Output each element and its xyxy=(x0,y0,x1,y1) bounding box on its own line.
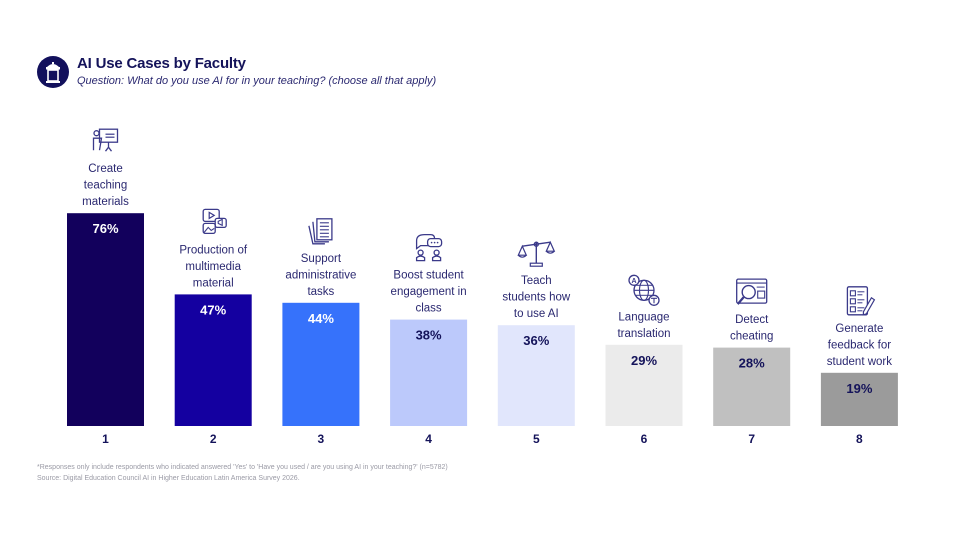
category-label: students how xyxy=(502,292,570,304)
category-label: to use AI xyxy=(514,308,559,320)
category-label: Language xyxy=(618,311,669,323)
category-label: Generate xyxy=(835,323,883,335)
category-label: teaching xyxy=(84,180,127,192)
magnifier-screen-icon xyxy=(736,278,768,305)
checklist-pen-icon xyxy=(846,286,876,316)
x-tick-label: 8 xyxy=(856,432,863,446)
globe-translate-icon: A xyxy=(628,274,660,306)
bar-7 xyxy=(713,347,791,426)
category-label: Boost student xyxy=(393,270,464,282)
bar-4 xyxy=(390,319,468,426)
value-label: 29% xyxy=(631,353,657,368)
bar-1 xyxy=(67,213,144,426)
presentation-icon xyxy=(92,128,119,152)
category-label: tasks xyxy=(307,286,334,298)
bar-8 xyxy=(820,372,898,426)
category-label: Create xyxy=(88,163,123,175)
bar-5 xyxy=(497,325,575,426)
category-label: feedback for xyxy=(828,339,891,351)
category-label: Support xyxy=(301,253,342,265)
category-label: cheating xyxy=(730,331,773,343)
bar-6 xyxy=(605,344,683,426)
value-label: 38% xyxy=(416,328,442,343)
chat-people-icon xyxy=(415,233,443,262)
category-label: materials xyxy=(82,196,129,208)
podium-logo-icon xyxy=(37,56,69,88)
x-tick-label: 7 xyxy=(748,432,755,446)
category-label: translation xyxy=(617,328,670,340)
x-tick-label: 3 xyxy=(318,432,325,446)
x-tick-label: 6 xyxy=(641,432,648,446)
value-label: 28% xyxy=(739,356,765,371)
bar-3 xyxy=(282,302,360,426)
value-label: 44% xyxy=(308,311,334,326)
category-label: material xyxy=(193,277,234,289)
value-label: 76% xyxy=(92,221,118,236)
scales-icon xyxy=(517,240,556,267)
value-label: 19% xyxy=(846,381,872,396)
source-note: Source: Digital Education Council AI in … xyxy=(37,475,300,482)
multimedia-icon xyxy=(202,208,227,235)
x-tick-label: 2 xyxy=(210,432,217,446)
value-label: 47% xyxy=(200,302,226,317)
chart-title: AI Use Cases by Faculty xyxy=(77,55,246,72)
category-label: class xyxy=(415,303,441,315)
svg-text:A: A xyxy=(631,278,636,285)
category-label: Production of xyxy=(179,244,248,256)
chart-subtitle: Question: What do you use AI for in your… xyxy=(77,75,437,87)
bar-2 xyxy=(174,294,252,426)
category-label: multimedia xyxy=(185,261,241,273)
x-tick-label: 1 xyxy=(102,432,109,446)
x-tick-label: 5 xyxy=(533,432,540,446)
category-label: administrative xyxy=(285,269,356,281)
category-label: student work xyxy=(827,356,892,368)
footnote: *Responses only include respondents who … xyxy=(37,464,448,471)
documents-icon xyxy=(308,218,333,245)
value-label: 36% xyxy=(523,333,549,348)
category-label: engagement in xyxy=(391,286,467,298)
category-label: Detect xyxy=(735,314,769,326)
x-tick-label: 4 xyxy=(425,432,432,446)
category-label: Teach xyxy=(521,275,552,287)
